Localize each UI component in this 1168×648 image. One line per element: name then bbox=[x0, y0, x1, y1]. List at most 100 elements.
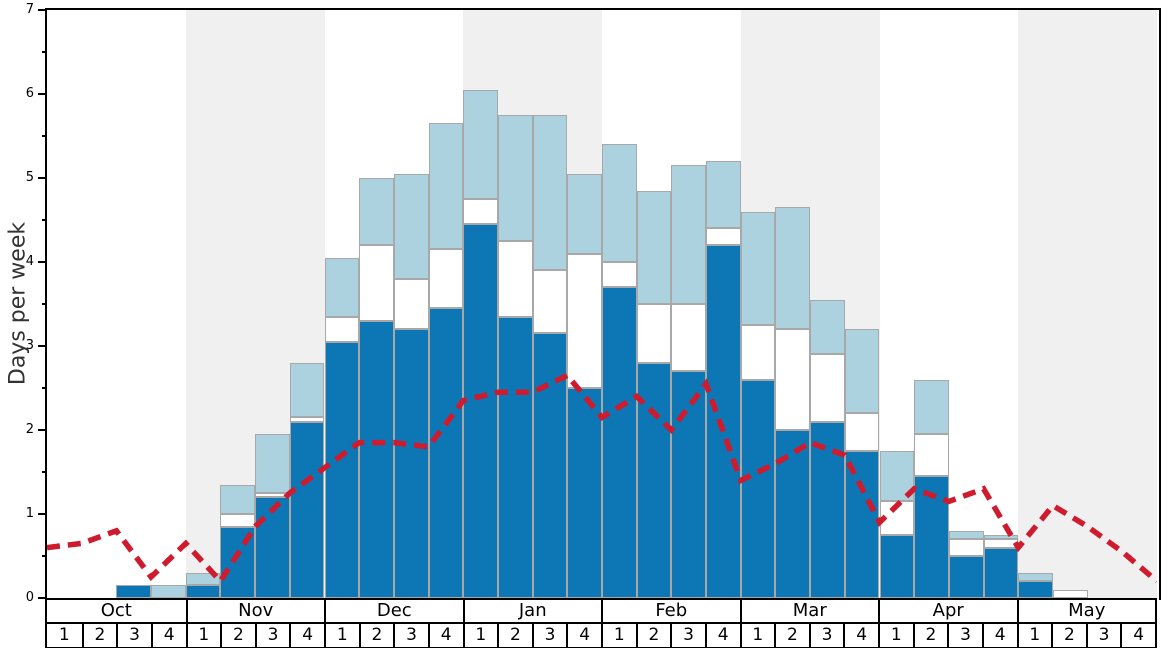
bar-Mar-wk3-dark-blue-segment bbox=[810, 421, 845, 598]
bar-Dec-wk2-light-blue-segment bbox=[359, 178, 394, 246]
bar-Dec-wk1-dark-blue-segment bbox=[324, 341, 360, 598]
bar-Apr-wk2-light-blue-segment bbox=[914, 379, 949, 435]
bar-Jan-wk3-dark-blue-segment bbox=[532, 333, 568, 598]
plot-area bbox=[47, 10, 1157, 598]
month-label-Apr: Apr bbox=[878, 599, 1017, 622]
month-label-Feb: Feb bbox=[601, 599, 740, 622]
y-major-tick bbox=[38, 513, 47, 515]
month-label-Jan: Jan bbox=[462, 599, 601, 622]
bar-Mar-wk2-light-blue-segment bbox=[775, 207, 811, 330]
week-label-Apr-2: 2 bbox=[912, 624, 948, 647]
y-tick-label-2: 2 bbox=[25, 422, 34, 437]
bar-Nov-wk2-light-blue-segment bbox=[220, 484, 256, 514]
week-label-Mar-2: 2 bbox=[774, 624, 809, 647]
week-label-Feb-3: 3 bbox=[670, 624, 705, 647]
bar-Nov-wk1-light-blue-segment bbox=[185, 572, 221, 586]
y-minor-tick bbox=[42, 219, 47, 221]
y-minor-tick bbox=[42, 471, 47, 473]
week-label-May-1: 1 bbox=[1016, 624, 1052, 647]
bar-Jan-wk2-dark-blue-segment bbox=[497, 316, 533, 598]
bar-Apr-wk3-light-blue-segment bbox=[948, 530, 984, 540]
bar-Jan-wk4-white-segment bbox=[567, 253, 602, 388]
bar-Nov-wk3-white-segment bbox=[255, 493, 290, 498]
y-tick-label-6: 6 bbox=[25, 86, 34, 101]
week-label-Nov-1: 1 bbox=[185, 624, 221, 647]
bar-Feb-wk4-white-segment bbox=[706, 228, 741, 246]
y-tick-label-7: 7 bbox=[25, 2, 34, 17]
bar-Dec-wk1-light-blue-segment bbox=[324, 257, 360, 317]
month-label-Nov: Nov bbox=[185, 599, 324, 622]
week-label-Dec-3: 3 bbox=[393, 624, 428, 647]
bar-Jan-wk1-dark-blue-segment bbox=[463, 224, 498, 598]
bar-Jan-wk1-white-segment bbox=[463, 199, 498, 225]
week-label-Feb-1: 1 bbox=[601, 624, 636, 647]
bar-Nov-wk4-white-segment bbox=[289, 417, 325, 422]
bar-Apr-wk2-white-segment bbox=[914, 434, 949, 477]
week-label-Mar-1: 1 bbox=[739, 624, 775, 647]
bar-Feb-wk3-white-segment bbox=[671, 304, 707, 372]
bar-Feb-wk3-light-blue-segment bbox=[671, 165, 707, 304]
week-label-Nov-4: 4 bbox=[289, 624, 324, 647]
y-tick-label-4: 4 bbox=[25, 254, 34, 269]
bar-Dec-wk3-light-blue-segment bbox=[393, 173, 429, 279]
y-tick-label-3: 3 bbox=[25, 338, 34, 353]
bar-May-wk1-dark-blue-segment bbox=[1018, 581, 1053, 598]
y-minor-tick bbox=[42, 135, 47, 137]
week-label-Mar-4: 4 bbox=[843, 624, 878, 647]
bar-Jan-wk1-light-blue-segment bbox=[463, 89, 498, 199]
bar-Apr-wk4-dark-blue-segment bbox=[983, 547, 1019, 598]
week-label-Oct-1: 1 bbox=[47, 624, 82, 647]
bar-Apr-wk1-light-blue-segment bbox=[879, 451, 915, 502]
bar-Nov-wk1-dark-blue-segment bbox=[185, 585, 221, 598]
y-tick-label-1: 1 bbox=[25, 506, 34, 521]
bar-Dec-wk4-light-blue-segment bbox=[428, 123, 464, 250]
bar-May-wk1-light-blue-segment bbox=[1018, 572, 1053, 582]
y-major-tick bbox=[38, 597, 47, 599]
bar-Dec-wk2-dark-blue-segment bbox=[359, 320, 394, 598]
bar-Feb-wk3-dark-blue-segment bbox=[671, 371, 707, 598]
week-label-May-3: 3 bbox=[1085, 624, 1121, 647]
bar-Dec-wk1-white-segment bbox=[324, 316, 360, 342]
week-label-Feb-2: 2 bbox=[635, 624, 671, 647]
week-label-Mar-3: 3 bbox=[808, 624, 844, 647]
bar-Nov-wk2-dark-blue-segment bbox=[220, 526, 256, 598]
bar-Feb-wk4-light-blue-segment bbox=[706, 161, 741, 229]
week-label-Dec-1: 1 bbox=[324, 624, 359, 647]
y-minor-tick bbox=[42, 387, 47, 389]
bar-Mar-wk4-light-blue-segment bbox=[844, 329, 880, 414]
bar-Dec-wk4-dark-blue-segment bbox=[428, 308, 464, 598]
bar-Nov-wk2-white-segment bbox=[220, 514, 256, 527]
bar-Feb-wk2-white-segment bbox=[636, 304, 672, 363]
bar-Dec-wk4-white-segment bbox=[428, 249, 464, 309]
month-label-May: May bbox=[1016, 599, 1155, 622]
bar-Feb-wk1-dark-blue-segment bbox=[602, 287, 637, 598]
bar-Feb-wk2-light-blue-segment bbox=[636, 190, 672, 304]
y-major-tick bbox=[38, 9, 47, 11]
bar-Apr-wk1-dark-blue-segment bbox=[879, 535, 915, 598]
week-label-Jan-3: 3 bbox=[531, 624, 567, 647]
week-label-May-2: 2 bbox=[1051, 624, 1086, 647]
y-minor-tick bbox=[42, 303, 47, 305]
bar-Mar-wk2-dark-blue-segment bbox=[775, 430, 811, 598]
week-label-Feb-4: 4 bbox=[704, 624, 740, 647]
bar-Jan-wk2-light-blue-segment bbox=[497, 115, 533, 241]
bar-Apr-wk3-white-segment bbox=[948, 539, 984, 556]
bar-Mar-wk1-white-segment bbox=[740, 325, 776, 380]
y-minor-tick bbox=[42, 555, 47, 557]
bar-Mar-wk1-dark-blue-segment bbox=[740, 379, 776, 598]
week-label-Oct-2: 2 bbox=[81, 624, 117, 647]
bar-Apr-wk1-white-segment bbox=[879, 501, 915, 535]
bar-Mar-wk2-white-segment bbox=[775, 329, 811, 430]
bar-Mar-wk3-white-segment bbox=[810, 354, 845, 422]
bar-Jan-wk4-dark-blue-segment bbox=[567, 388, 602, 598]
week-label-May-4: 4 bbox=[1120, 624, 1155, 647]
y-axis-title: Days per week bbox=[5, 221, 31, 386]
bar-Apr-wk3-dark-blue-segment bbox=[948, 556, 984, 598]
bar-Feb-wk1-light-blue-segment bbox=[602, 144, 637, 262]
bar-Nov-wk3-light-blue-segment bbox=[255, 434, 290, 493]
month-label-Mar: Mar bbox=[739, 599, 878, 622]
week-label-Apr-4: 4 bbox=[981, 624, 1017, 647]
week-label-Jan-2: 2 bbox=[497, 624, 532, 647]
